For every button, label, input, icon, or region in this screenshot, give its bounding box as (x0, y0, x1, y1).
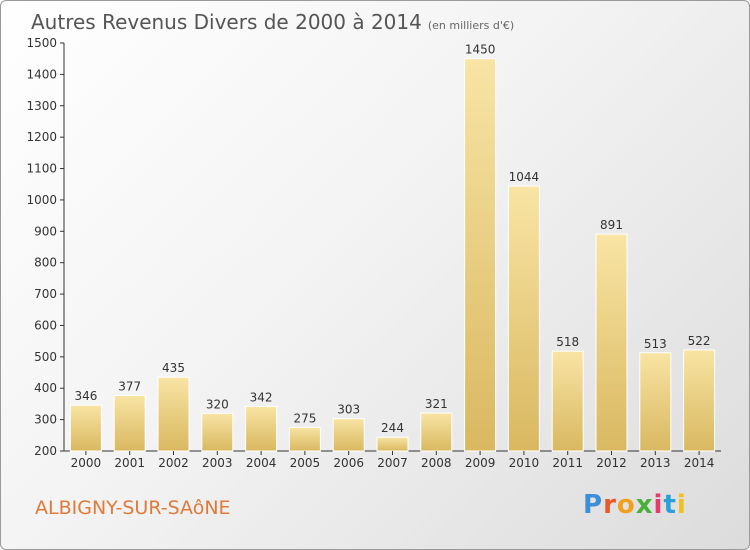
x-tick-label: 2014 (684, 456, 715, 470)
bar-value-label: 346 (74, 389, 97, 403)
logo-letter: P (583, 490, 604, 520)
bar (288, 426, 321, 452)
y-tick-label: 600 (34, 318, 57, 332)
bar (245, 405, 278, 452)
x-tick-label: 2002 (158, 456, 189, 470)
x-tick-label: 2001 (114, 456, 145, 470)
chart-title-text: Autres Revenus Divers de 2000 à 2014 (31, 10, 422, 34)
y-tick-label: 700 (34, 287, 57, 301)
x-tick-label: 2003 (202, 456, 233, 470)
x-tick-label: 2012 (596, 456, 627, 470)
bar-value-label: 518 (556, 335, 579, 349)
bar (201, 412, 234, 452)
x-tick-label: 2006 (333, 456, 364, 470)
bar-value-label: 1450 (465, 43, 496, 57)
bar (551, 350, 584, 452)
logo-letter: i (676, 490, 687, 520)
y-tick-label: 1100 (26, 162, 57, 176)
logo-letter: o (616, 490, 636, 520)
chart-title: Autres Revenus Divers de 2000 à 2014 (en … (31, 10, 514, 34)
bar (376, 436, 409, 452)
y-tick-label: 1000 (26, 193, 57, 207)
bar (69, 404, 102, 452)
bar-value-label: 321 (425, 397, 448, 411)
chart-subtitle: (en milliers d'€) (427, 19, 515, 32)
x-tick-label: 2007 (377, 456, 408, 470)
x-tick-label: 2005 (290, 456, 321, 470)
bar (683, 349, 716, 452)
bar-value-label: 342 (250, 390, 273, 404)
bar (157, 376, 190, 452)
logo-letter: x (635, 490, 654, 520)
bar (464, 58, 497, 452)
y-tick-label: 400 (34, 381, 57, 395)
bar (332, 418, 365, 452)
y-tick-label: 200 (34, 444, 57, 458)
bar-value-label: 513 (644, 337, 667, 351)
y-tick-label: 1400 (26, 67, 57, 81)
bar-value-label: 320 (206, 397, 229, 411)
bar (113, 394, 146, 452)
bar-value-label: 435 (162, 361, 185, 375)
x-tick-label: 2008 (421, 456, 452, 470)
y-tick-label: 1200 (26, 130, 57, 144)
y-tick-label: 300 (34, 413, 57, 427)
y-tick-label: 800 (34, 256, 57, 270)
x-tick-label: 2013 (640, 456, 671, 470)
bar-value-label: 377 (118, 379, 141, 393)
bar (507, 185, 540, 452)
bar (595, 233, 628, 452)
x-tick-label: 2010 (509, 456, 540, 470)
y-tick-label: 500 (34, 350, 57, 364)
bar (639, 352, 672, 452)
bar-value-label: 891 (600, 218, 623, 232)
bar-value-label: 1044 (509, 170, 540, 184)
bar (420, 412, 453, 452)
logo-letter: i (653, 490, 664, 520)
logo-letter: t (663, 490, 677, 520)
town-name: ALBIGNY-SUR-SAôNE (35, 497, 231, 519)
y-tick-label: 1500 (26, 36, 57, 50)
x-tick-label: 2000 (71, 456, 102, 470)
y-tick-label: 1300 (26, 99, 57, 113)
bar-value-label: 522 (688, 334, 711, 348)
proxiti-logo: Proxiti (583, 490, 687, 520)
logo-letter: r (603, 490, 617, 520)
x-tick-label: 2011 (552, 456, 583, 470)
bar-value-label: 275 (293, 411, 316, 425)
x-tick-label: 2009 (465, 456, 496, 470)
x-tick-label: 2004 (246, 456, 277, 470)
bar-value-label: 303 (337, 403, 360, 417)
bar-value-label: 244 (381, 421, 404, 435)
y-tick-label: 900 (34, 224, 57, 238)
